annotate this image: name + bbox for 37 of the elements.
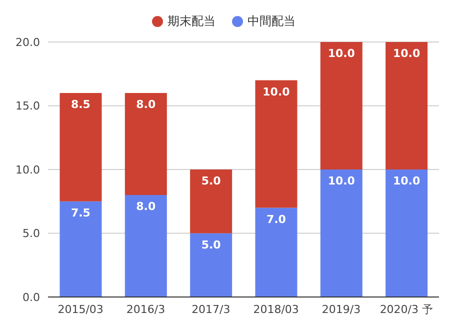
x-tick-label: 2017/3 [192,302,230,316]
bar [190,170,232,234]
bar [255,80,298,208]
bar [124,195,167,297]
x-tick-label: 2015/03 [58,302,104,316]
data-label: 7.0 [266,212,286,226]
bar [386,170,428,297]
bar [124,93,167,195]
data-label: 5.0 [201,174,222,188]
bar [60,201,102,297]
bar [190,233,232,297]
bar [320,170,362,297]
y-tick-label: 10.0 [16,163,40,176]
x-tick-label: 2019/3 [322,302,361,316]
y-tick-label: 0.0 [22,290,40,304]
y-tick-label: 20.0 [16,36,40,49]
legend-label: 期末配当 [166,13,216,30]
data-label: 10.0 [392,47,420,60]
legend-label: 中間配当 [246,13,296,30]
data-label: 10.0 [328,47,356,60]
bar [255,208,298,297]
bar [386,42,428,170]
bar [60,93,102,202]
y-tick-label: 15.0 [16,100,40,113]
data-label: 10.0 [392,174,420,188]
data-label: 10.0 [328,174,356,188]
data-label: 5.0 [201,238,222,252]
bar [320,42,362,170]
y-tick-label: 5.0 [22,227,40,240]
data-label: 8.0 [136,200,156,213]
x-tick-label: 2016/3 [126,302,166,316]
data-label: 7.5 [70,206,90,220]
x-tick-label: 2020/3 予 [380,302,434,316]
data-label: 10.0 [262,85,290,98]
x-tick-label: 2018/03 [253,302,299,316]
data-label: 8.5 [70,98,90,111]
data-label: 8.0 [136,98,156,111]
